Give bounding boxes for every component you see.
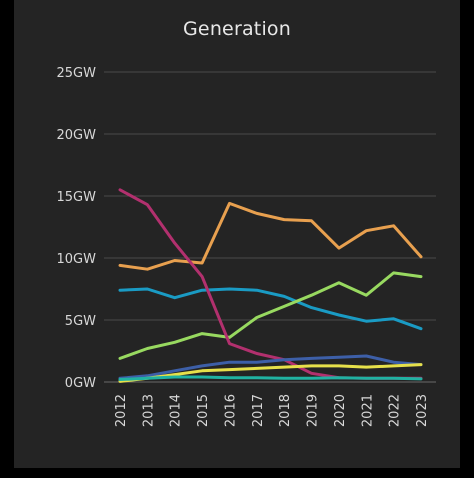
x-tick-label: 2021 <box>360 394 375 427</box>
x-tick-label: 2019 <box>306 394 321 427</box>
series-line-1 <box>118 201 423 271</box>
x-tick-label: 2012 <box>114 394 129 427</box>
x-tick-label: 2014 <box>169 394 184 427</box>
x-axis-ticks: 2012 2013 2014 2015 2016 2017 2018 2019 2020 2021… <box>114 394 430 427</box>
x-tick-label: 2016 <box>223 394 238 427</box>
series-lines <box>118 188 423 383</box>
x-tick-label: 2018 <box>278 394 293 427</box>
series-line-5 <box>118 354 423 380</box>
series-line-7 <box>118 375 423 381</box>
y-tick-label: 0GW <box>65 376 96 391</box>
y-tick-label: 10GW <box>57 252 97 267</box>
chart-panel <box>14 0 460 468</box>
y-tick-label: 5GW <box>65 314 96 329</box>
x-tick-label: 2015 <box>196 394 211 427</box>
x-tick-label: 2020 <box>333 394 348 427</box>
series-line-2 <box>118 287 423 331</box>
x-tick-label: 2023 <box>415 394 430 427</box>
y-tick-label: 25GW <box>57 66 97 81</box>
series-line-4 <box>118 188 423 380</box>
x-tick-label: 2013 <box>141 394 156 427</box>
x-tick-label: 2017 <box>251 394 266 427</box>
series-line-3 <box>118 271 423 360</box>
y-axis-ticks: 0GW 5GW 10GW 15GW 20GW 25GW <box>57 66 97 391</box>
chart-title: Generation <box>183 18 291 40</box>
y-tick-label: 20GW <box>57 128 97 143</box>
series-line-6 <box>118 363 423 383</box>
x-tick-label: 2022 <box>388 394 403 427</box>
y-tick-label: 15GW <box>57 190 97 205</box>
